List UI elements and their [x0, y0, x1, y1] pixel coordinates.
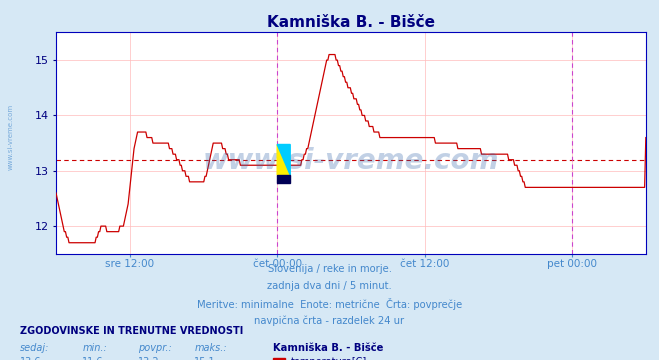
- Text: Kamniška B. - Bišče: Kamniška B. - Bišče: [273, 343, 384, 354]
- Text: www.si-vreme.com: www.si-vreme.com: [203, 147, 499, 175]
- Text: min.:: min.:: [82, 343, 107, 354]
- Polygon shape: [277, 144, 290, 175]
- Text: 13,6: 13,6: [20, 357, 42, 360]
- Text: Slovenija / reke in morje.: Slovenija / reke in morje.: [268, 264, 391, 274]
- Text: sedaj:: sedaj:: [20, 343, 49, 354]
- Text: povpr.:: povpr.:: [138, 343, 172, 354]
- Title: Kamniška B. - Bišče: Kamniška B. - Bišče: [267, 15, 435, 30]
- Bar: [277, 175, 290, 183]
- Polygon shape: [277, 144, 290, 175]
- Text: www.si-vreme.com: www.si-vreme.com: [8, 104, 14, 170]
- Text: 13,2: 13,2: [138, 357, 160, 360]
- Text: temperatura[C]: temperatura[C]: [291, 357, 367, 360]
- Text: 15,1: 15,1: [194, 357, 216, 360]
- Text: ZGODOVINSKE IN TRENUTNE VREDNOSTI: ZGODOVINSKE IN TRENUTNE VREDNOSTI: [20, 326, 243, 336]
- Text: Meritve: minimalne  Enote: metrične  Črta: povprečje: Meritve: minimalne Enote: metrične Črta:…: [197, 298, 462, 310]
- Text: zadnja dva dni / 5 minut.: zadnja dva dni / 5 minut.: [267, 281, 392, 291]
- Text: 11,6: 11,6: [82, 357, 104, 360]
- Text: navpična črta - razdelek 24 ur: navpična črta - razdelek 24 ur: [254, 315, 405, 326]
- Text: maks.:: maks.:: [194, 343, 227, 354]
